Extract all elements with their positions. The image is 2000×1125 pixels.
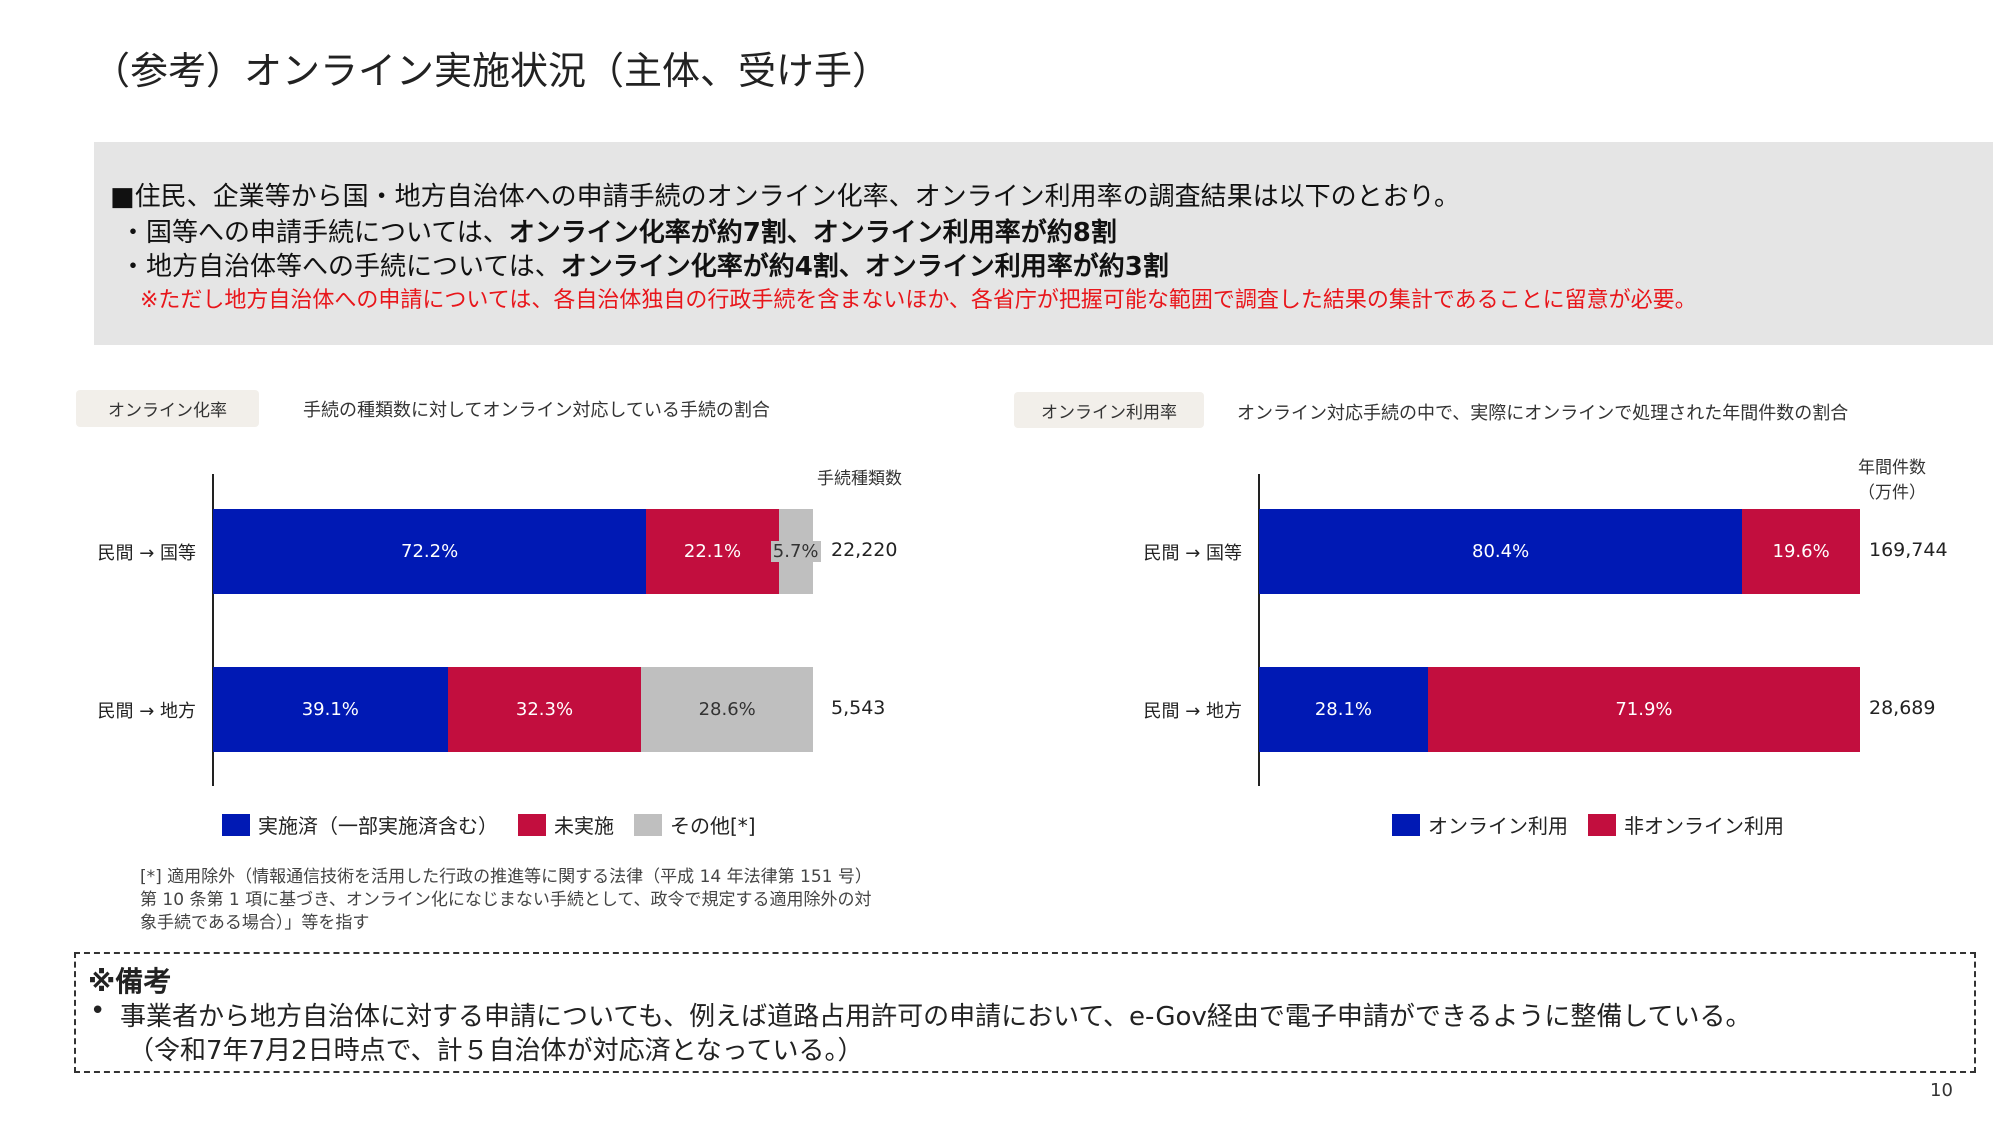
total-value: 5,543 — [831, 697, 886, 719]
bar-segment: 19.6% — [1742, 509, 1860, 594]
summary-line-2-bold: オンライン化率が約7割、オンライン利用率が約8割 — [508, 218, 1117, 248]
chart-tag: オンライン化率 — [76, 390, 259, 427]
chart-title: 手続の種類数に対してオンライン対応している手続の割合 — [303, 400, 770, 421]
remarks-line-1: 事業者から地方自治体に対する申請についても、例えば道路占用許可の申請において、e… — [120, 1002, 1752, 1032]
legend-item: 非オンライン利用 — [1588, 810, 1784, 839]
data-label: 28.1% — [1314, 699, 1373, 720]
legend-swatch — [1392, 813, 1420, 836]
bar-segment: 28.6% — [641, 667, 813, 752]
footnote-line: [*] 適用除外（情報通信技術を活用した行政の推進等に関する法律（平成 14 年… — [140, 867, 872, 887]
data-label: 39.1% — [301, 699, 359, 720]
remarks-box: ※備考 • 事業者から地方自治体に対する申請についても、例えば道路占用許可の申請… — [74, 952, 1976, 1073]
total-value: 169,744 — [1869, 539, 1948, 561]
legend-swatch — [1588, 813, 1616, 836]
y-axis — [212, 474, 214, 786]
legend-swatch — [222, 813, 250, 836]
remarks-line-2: （令和7年7月2日時点で、計５自治体が対応済となっている。） — [128, 1036, 864, 1066]
legend-label: その他[*] — [670, 814, 756, 838]
value-header: 年間件数 （万件） — [1852, 453, 1932, 503]
footnote-line: 象手続である場合）」等を指す — [140, 913, 370, 933]
page-number: 10 — [1930, 1080, 1953, 1101]
summary-line-2-plain: ・国等への申請手続については、 — [120, 218, 509, 248]
summary-caveat: ※ただし地方自治体への申請については、各自治体独自の行政手続を含まないほか、各省… — [140, 288, 1697, 313]
remarks-heading: ※備考 — [88, 965, 172, 998]
category-label: 民間 → 国等 — [1143, 543, 1242, 564]
footnote-line: 第 10 条第 1 項に基づき、オンライン化になじまない手続として、政令で規定す… — [140, 890, 872, 910]
total-value: 28,689 — [1869, 697, 1936, 719]
page-title: （参考）オンライン実施状況（主体、受け手） — [92, 49, 891, 93]
legend: 実施済（一部実施済含む） 未実施 その他[*] — [222, 810, 776, 839]
legend-swatch — [518, 813, 546, 836]
summary-line-1: ■住民、企業等から国・地方自治体への申請手続のオンライン化率、オンライン利用率の… — [110, 182, 1461, 212]
legend-swatch — [634, 813, 662, 836]
data-label: 72.2% — [401, 541, 459, 562]
bar-segment: 80.4% — [1259, 509, 1743, 594]
chart-title: オンライン対応手続の中で、実際にオンラインで処理された年間件数の割合 — [1237, 403, 1849, 424]
chart-tag: オンライン利用率 — [1014, 392, 1204, 428]
legend-label: 非オンライン利用 — [1624, 814, 1784, 838]
summary-line-2: ・国等への申請手続については、オンライン化率が約7割、オンライン利用率が約8割 — [120, 212, 1117, 249]
bar-segment: 28.1% — [1259, 667, 1428, 752]
summary-line-3: ・地方自治体等への手続については、オンライン化率が約4割、オンライン利用率が約3… — [120, 246, 1169, 283]
legend-item: オンライン利用 — [1392, 810, 1568, 839]
total-value: 22,220 — [831, 539, 898, 561]
value-header: 手続種類数 — [817, 469, 902, 489]
value-header-line: 年間件数 — [1858, 458, 1926, 478]
bar-segment: 32.3% — [447, 667, 642, 752]
legend-item: 実施済（一部実施済含む） — [222, 810, 498, 839]
legend-label: オンライン利用 — [1428, 814, 1568, 838]
bar-segment: 71.9% — [1427, 667, 1860, 752]
data-label: 22.1% — [683, 541, 742, 562]
bar-segment: 72.2% — [213, 509, 647, 594]
bar-segment: 39.1% — [213, 667, 448, 752]
bar-segment: 22.1% — [646, 509, 779, 594]
data-label: 80.4% — [1472, 541, 1530, 562]
remarks-bullet: • — [90, 996, 106, 1026]
legend-label: 未実施 — [554, 814, 614, 838]
summary-line-3-plain: ・地方自治体等への手続については、 — [120, 252, 561, 282]
bar-segment: 5.7% — [770, 509, 821, 594]
legend-item: 未実施 — [518, 810, 614, 839]
legend-label: 実施済（一部実施済含む） — [258, 814, 498, 838]
legend: オンライン利用 非オンライン利用 — [1392, 810, 1804, 839]
data-label: 5.7% — [770, 541, 821, 562]
summary-line-3-bold: オンライン化率が約4割、オンライン利用率が約3割 — [560, 252, 1169, 282]
data-label: 32.3% — [515, 699, 574, 720]
data-label: 71.9% — [1615, 699, 1673, 720]
value-header-line: （万件） — [1858, 483, 1926, 503]
footnote: [*] 適用除外（情報通信技術を活用した行政の推進等に関する法律（平成 14 年… — [140, 866, 872, 935]
y-axis — [1258, 474, 1260, 786]
category-label: 民間 → 地方 — [97, 701, 196, 722]
category-label: 民間 → 地方 — [1143, 701, 1242, 722]
data-label: 28.6% — [698, 699, 756, 720]
data-label: 19.6% — [1772, 541, 1830, 562]
category-label: 民間 → 国等 — [97, 543, 196, 564]
summary-box: ■住民、企業等から国・地方自治体への申請手続のオンライン化率、オンライン利用率の… — [94, 142, 1993, 345]
legend-item: その他[*] — [634, 810, 756, 839]
